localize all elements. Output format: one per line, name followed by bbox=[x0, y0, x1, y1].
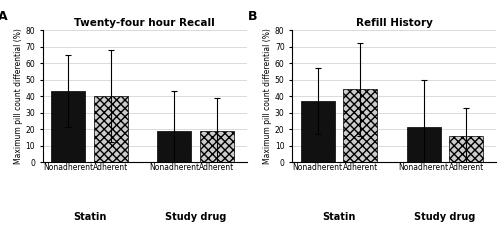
Bar bbox=[158, 131, 192, 162]
Title: Refill History: Refill History bbox=[356, 18, 432, 28]
Bar bbox=[343, 90, 377, 162]
Text: Statin: Statin bbox=[322, 212, 356, 222]
Bar bbox=[52, 91, 86, 162]
Bar bbox=[449, 136, 483, 162]
Bar bbox=[200, 131, 234, 162]
Text: Study drug: Study drug bbox=[414, 212, 476, 222]
Bar bbox=[300, 101, 334, 162]
Bar bbox=[94, 96, 128, 162]
Title: Twenty-four hour Recall: Twenty-four hour Recall bbox=[74, 18, 215, 28]
Bar bbox=[407, 127, 440, 162]
Text: Study drug: Study drug bbox=[165, 212, 226, 222]
Text: B: B bbox=[248, 10, 257, 23]
Y-axis label: Maximum pill count differential (%): Maximum pill count differential (%) bbox=[263, 28, 272, 164]
Y-axis label: Maximum pill count differential (%): Maximum pill count differential (%) bbox=[14, 28, 23, 164]
Text: Statin: Statin bbox=[73, 212, 106, 222]
Text: A: A bbox=[0, 10, 8, 23]
